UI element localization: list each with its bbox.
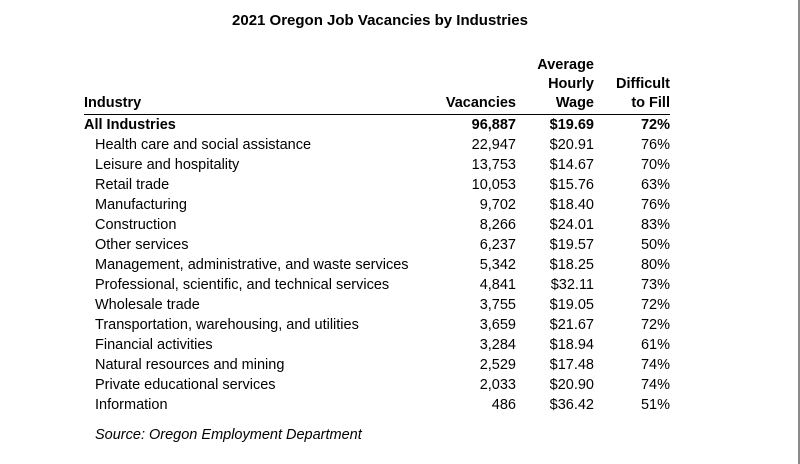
cell-wage: $24.01 xyxy=(549,217,594,233)
table-row-total: All Industries 96,887 $19.69 72% xyxy=(84,115,670,135)
cell-wage: $36.42 xyxy=(549,397,594,413)
cell-difficult: 72% xyxy=(640,297,670,313)
cell-difficult: 63% xyxy=(640,177,670,193)
header-average-hourly-wage: Average Hourly Wage xyxy=(516,56,594,113)
cell-industry: Manufacturing xyxy=(95,197,187,213)
cell-difficult: 61% xyxy=(640,337,670,353)
cell-industry: Financial activities xyxy=(95,337,213,353)
table-row: Health care and social assistance 22,947 $… xyxy=(84,135,670,155)
cell-vacancies: 3,284 xyxy=(479,337,516,353)
cell-wage: $18.40 xyxy=(549,197,594,213)
cell-vacancies: 2,033 xyxy=(479,377,516,393)
cell-vacancies: 13,753 xyxy=(471,157,516,173)
cell-difficult: 72% xyxy=(640,317,670,333)
cell-wage: $20.91 xyxy=(549,137,594,153)
table-row: Management, administrative, and waste se… xyxy=(84,255,670,275)
header-difficult-to-fill: Difficult to Fill xyxy=(594,75,670,113)
table-row: Natural resources and mining 2,529 $17.48 7… xyxy=(84,355,670,375)
header-vacancies: Vacancies xyxy=(445,95,516,111)
cell-difficult: 76% xyxy=(640,197,670,213)
window-edge xyxy=(798,0,800,464)
cell-wage: $21.67 xyxy=(549,317,594,333)
cell-industry: Management, administrative, and waste se… xyxy=(95,257,409,273)
cell-industry: Health care and social assistance xyxy=(95,137,312,153)
cell-vacancies: 3,659 xyxy=(479,317,516,333)
table-title: 2021 Oregon Job Vacancies by Industries xyxy=(232,12,528,29)
cell-industry: Construction xyxy=(95,217,177,233)
cell-industry: Natural resources and mining xyxy=(95,357,285,373)
cell-difficult: 70% xyxy=(640,157,670,173)
cell-wage: $19.57 xyxy=(549,237,594,253)
cell-vacancies: 22,947 xyxy=(471,137,516,153)
cell-wage: $18.94 xyxy=(549,337,594,353)
cell-difficult: 74% xyxy=(640,377,670,393)
header-wage-line-1: Average xyxy=(537,57,594,73)
cell-vacancies: 10,053 xyxy=(471,177,516,193)
cell-wage: $19.69 xyxy=(549,117,594,133)
cell-vacancies: 96,887 xyxy=(471,117,516,133)
table-row: Wholesale trade 3,755 $19.05 72% xyxy=(84,295,670,315)
cell-industry: Other services xyxy=(95,237,189,253)
cell-vacancies: 8,266 xyxy=(479,217,516,233)
cell-industry: Private educational services xyxy=(95,377,276,393)
cell-industry: Retail trade xyxy=(95,177,170,193)
cell-industry: Professional, scientific, and technical … xyxy=(95,277,390,293)
cell-wage: $18.25 xyxy=(549,257,594,273)
cell-vacancies: 4,841 xyxy=(479,277,516,293)
cell-difficult: 83% xyxy=(640,217,670,233)
cell-wage: $19.05 xyxy=(549,297,594,313)
cell-wage: $20.90 xyxy=(549,377,594,393)
table-row: Other services 6,237 $19.57 50% xyxy=(84,235,670,255)
cell-vacancies: 3,755 xyxy=(479,297,516,313)
header-industry: Industry xyxy=(84,95,142,111)
table-row: Retail trade 10,053 $15.76 63% xyxy=(84,175,670,195)
cell-wage: $15.76 xyxy=(549,177,594,193)
cell-difficult: 80% xyxy=(640,257,670,273)
cell-industry: All Industries xyxy=(84,117,176,133)
cell-vacancies: 5,342 xyxy=(479,257,516,273)
table-row: Transportation, warehousing, and utiliti… xyxy=(84,315,670,335)
cell-difficult: 51% xyxy=(640,397,670,413)
header-difficult-line-1: Difficult xyxy=(616,76,670,92)
cell-industry: Leisure and hospitality xyxy=(95,157,240,173)
cell-industry: Transportation, warehousing, and utiliti… xyxy=(95,317,359,333)
table-row: Manufacturing 9,702 $18.40 76% xyxy=(84,195,670,215)
vacancies-table: Industry Vacancies Average Hourly Wage D… xyxy=(84,56,670,415)
table-row: Information 486 $36.42 51% xyxy=(84,395,670,415)
table-row: Professional, scientific, and technical … xyxy=(84,275,670,295)
table-row: Private educational services 2,033 $20.90 7… xyxy=(84,375,670,395)
header-wage-line-3: Wage xyxy=(555,95,594,111)
table-header: Industry Vacancies Average Hourly Wage D… xyxy=(84,56,670,115)
cell-vacancies: 6,237 xyxy=(479,237,516,253)
cell-industry: Information xyxy=(95,397,168,413)
cell-vacancies: 9,702 xyxy=(479,197,516,213)
cell-difficult: 74% xyxy=(640,357,670,373)
source-note: Source: Oregon Employment Department xyxy=(95,427,362,443)
cell-vacancies: 2,529 xyxy=(479,357,516,373)
cell-wage: $32.11 xyxy=(550,277,594,293)
cell-wage: $17.48 xyxy=(549,357,594,373)
cell-difficult: 72% xyxy=(640,117,670,133)
cell-industry: Wholesale trade xyxy=(95,297,200,313)
cell-wage: $14.67 xyxy=(549,157,594,173)
cell-difficult: 73% xyxy=(640,277,670,293)
table-row: Financial activities 3,284 $18.94 61% xyxy=(84,335,670,355)
table-body: Health care and social assistance 22,947 $… xyxy=(84,135,670,415)
table-row: Construction 8,266 $24.01 83% xyxy=(84,215,670,235)
header-difficult-line-2: to Fill xyxy=(631,95,670,111)
cell-difficult: 76% xyxy=(640,137,670,153)
cell-vacancies: 486 xyxy=(491,397,516,413)
cell-difficult: 50% xyxy=(640,237,670,253)
table-row: Leisure and hospitality 13,753 $14.67 70% xyxy=(84,155,670,175)
header-wage-line-2: Hourly xyxy=(548,76,594,92)
